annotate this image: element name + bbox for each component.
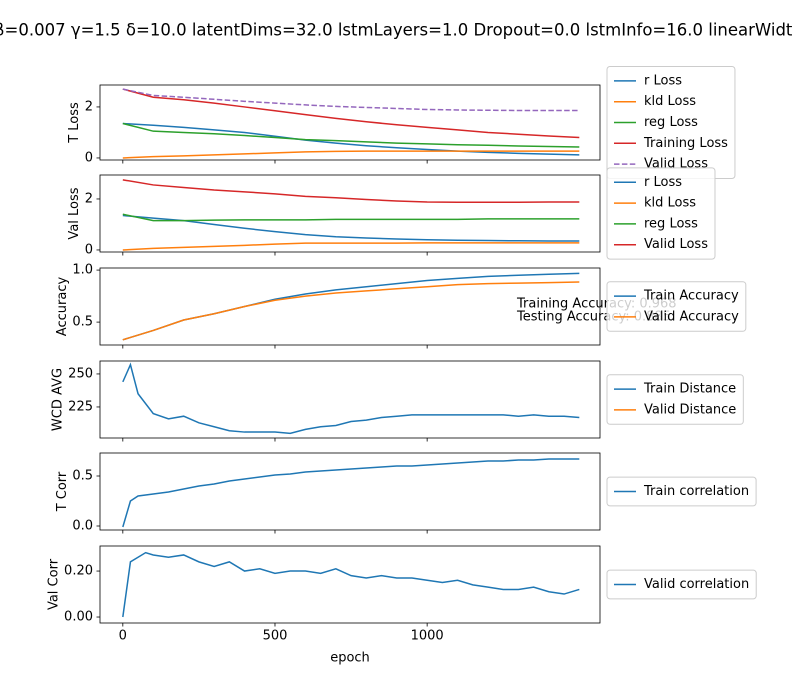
y-axis-label: Val Loss [67, 187, 82, 239]
series-line [122, 150, 580, 159]
series-line [122, 458, 580, 528]
legend: Train Distance Valid Distance [606, 374, 744, 425]
axes-frame [99, 545, 601, 624]
legend-label: kld Loss [644, 196, 696, 211]
legend-label: reg Loss [644, 115, 698, 130]
legend-label: Valid Distance [644, 402, 736, 417]
series-line [122, 88, 580, 112]
x-tick-label: 500 [263, 629, 288, 644]
x-tick-label: 1000 [411, 629, 444, 644]
axes-frame [99, 174, 601, 253]
y-tick-label: 2 [85, 191, 93, 206]
series-line [122, 213, 580, 222]
y-tick-label: 0.5 [72, 315, 93, 330]
y-tick-label: 250 [68, 366, 93, 381]
axes-frame [99, 360, 601, 439]
y-tick-label: 0.20 [64, 564, 93, 579]
axes-frame [99, 84, 601, 161]
legend-box [606, 569, 757, 600]
legend-label: Train correlation [643, 484, 749, 499]
legend-box [606, 167, 716, 260]
legend-label: reg Loss [644, 216, 698, 231]
legend: Train Accuracy Valid Accuracy [606, 281, 747, 332]
legend-box [606, 476, 757, 507]
legend-label: kld Loss [644, 94, 696, 109]
y-tick-label: 1.0 [72, 263, 93, 278]
y-axis-label: T Loss [67, 102, 82, 144]
y-axis-label: Val Corr [47, 558, 62, 610]
axes-frame [99, 267, 601, 346]
figure-title: β=0.007 γ=1.5 δ=10.0 latentDims=32.0 lst… [0, 21, 793, 40]
legend: Valid correlation [606, 569, 757, 600]
legend-label: Valid Accuracy [644, 309, 739, 324]
series-line [122, 179, 580, 204]
legend-label: Valid correlation [644, 577, 749, 592]
legend-label: Train Accuracy [643, 289, 739, 304]
y-tick-label: 225 [68, 399, 93, 414]
series-line [122, 88, 580, 139]
series-line [122, 551, 580, 618]
x-tick-label: 0 [119, 629, 127, 644]
series-line [122, 242, 580, 251]
legend: r Loss kld Loss reg Loss Valid Loss [606, 167, 716, 260]
legend-label: Training Loss [643, 136, 728, 151]
series-line [122, 214, 580, 242]
legend-box [606, 281, 747, 332]
legend-label: Train Distance [643, 382, 736, 397]
y-tick-label: 0 [85, 242, 93, 257]
axes-frame [99, 452, 601, 531]
legend: Train correlation [606, 476, 757, 507]
y-axis-label: WCD AVG [51, 368, 66, 431]
y-tick-label: 0.00 [64, 610, 93, 625]
legend-label: r Loss [644, 175, 682, 190]
y-axis-label: Accuracy [55, 277, 70, 337]
x-axis-label: epoch [330, 651, 370, 666]
legend-label: Valid Loss [644, 237, 708, 252]
legend-label: r Loss [644, 73, 682, 88]
y-tick-label: 2 [85, 99, 93, 114]
y-tick-label: 0.0 [72, 519, 93, 534]
y-tick-label: 0 [85, 150, 93, 165]
series-line [122, 122, 580, 148]
legend-box [606, 374, 744, 425]
y-tick-label: 0.5 [72, 469, 93, 484]
y-axis-label: T Corr [55, 471, 70, 512]
series-line [122, 122, 580, 156]
series-line [122, 281, 580, 341]
series-line [122, 362, 580, 435]
